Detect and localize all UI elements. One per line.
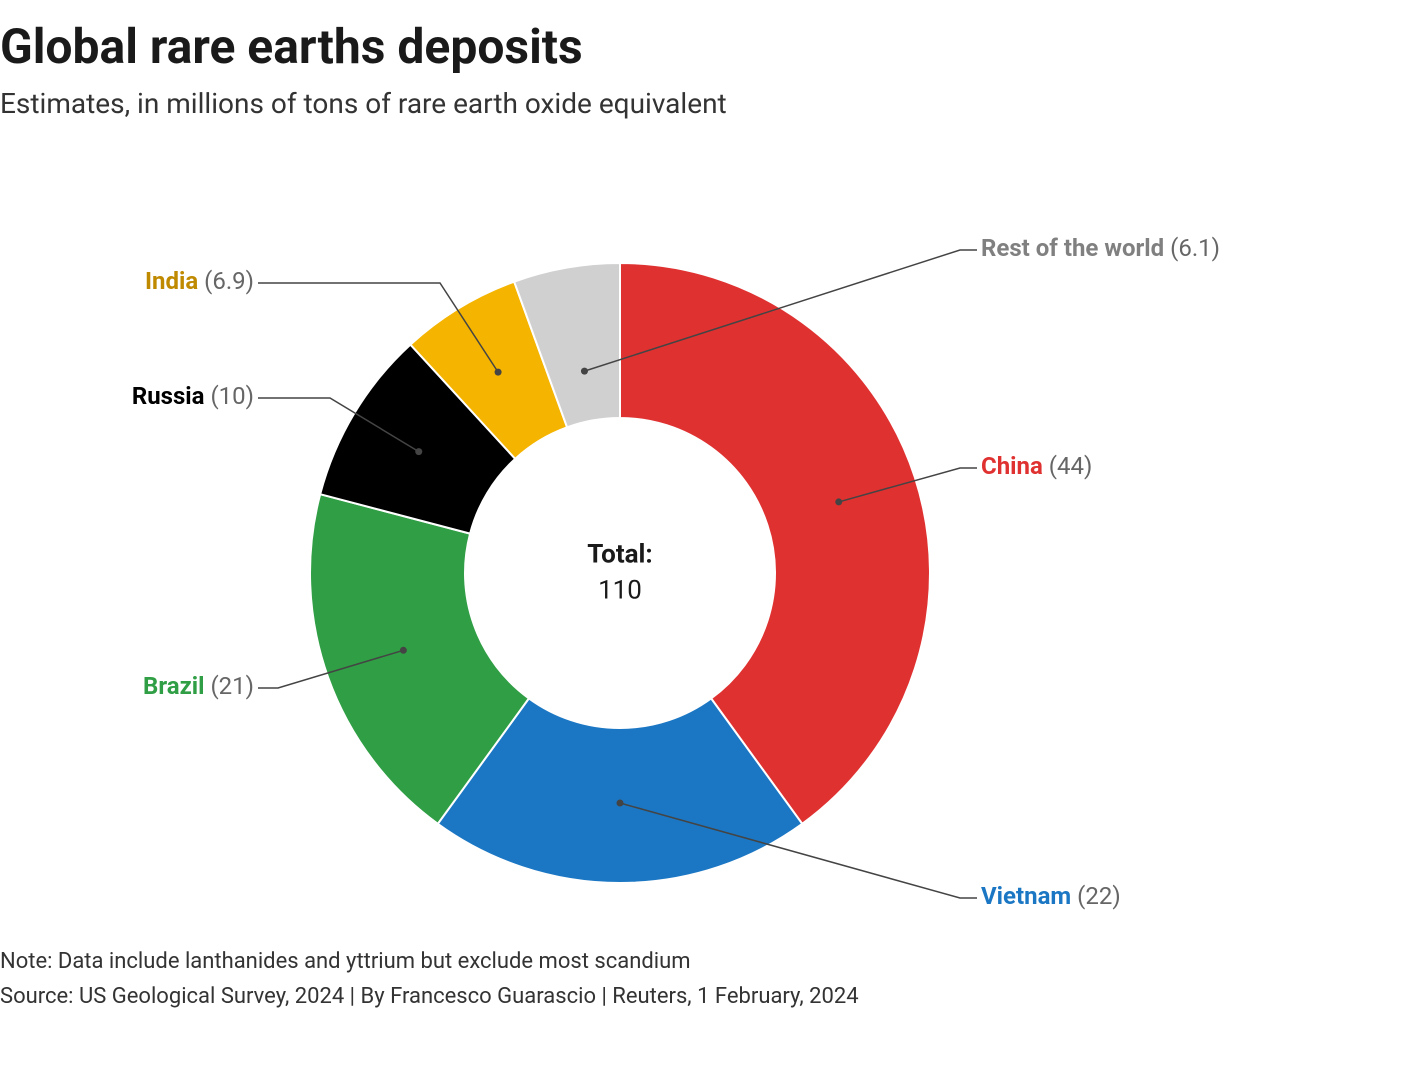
leader-dot <box>400 647 407 654</box>
slice-label: Brazil (21) <box>143 672 254 701</box>
slice-name: India <box>145 267 198 295</box>
slice-label: China (44) <box>981 452 1092 481</box>
slice-label: Russia (10) <box>132 382 254 411</box>
slice-value: (6.1) <box>1164 234 1220 262</box>
total-word: Total: <box>587 536 653 572</box>
note-text: Note: Data include lanthanides and yttri… <box>0 943 1420 978</box>
leader-dot <box>581 367 588 374</box>
leader-dot <box>415 448 422 455</box>
slice-name: Brazil <box>143 672 204 700</box>
source-text: Source: US Geological Survey, 2024 | By … <box>0 978 1420 1013</box>
slice-label: Rest of the world (6.1) <box>981 234 1220 263</box>
page-subtitle: Estimates, in millions of tons of rare e… <box>0 76 1420 123</box>
slice-value: (10) <box>205 382 255 410</box>
slice-value: (22) <box>1071 882 1121 910</box>
slice-value: (6.9) <box>198 267 254 295</box>
slice-name: Vietnam <box>981 882 1071 910</box>
leader-dot <box>617 799 624 806</box>
center-total-label: Total:110 <box>587 536 653 609</box>
slice-name: Russia <box>132 382 205 410</box>
slice-label: Vietnam (22) <box>981 882 1121 911</box>
slice-name: Rest of the world <box>981 234 1164 262</box>
leader-dot <box>835 498 842 505</box>
donut-chart: China (44) Vietnam (22) Brazil (21) Russia … <box>0 123 1420 943</box>
slice-name: China <box>981 452 1043 480</box>
page-title: Global rare earths deposits <box>0 0 1420 76</box>
slice-label: India (6.9) <box>145 267 254 296</box>
slice-value: (21) <box>205 672 255 700</box>
slice-value: (44) <box>1043 452 1093 480</box>
total-value: 110 <box>587 573 653 609</box>
leader-dot <box>495 368 502 375</box>
